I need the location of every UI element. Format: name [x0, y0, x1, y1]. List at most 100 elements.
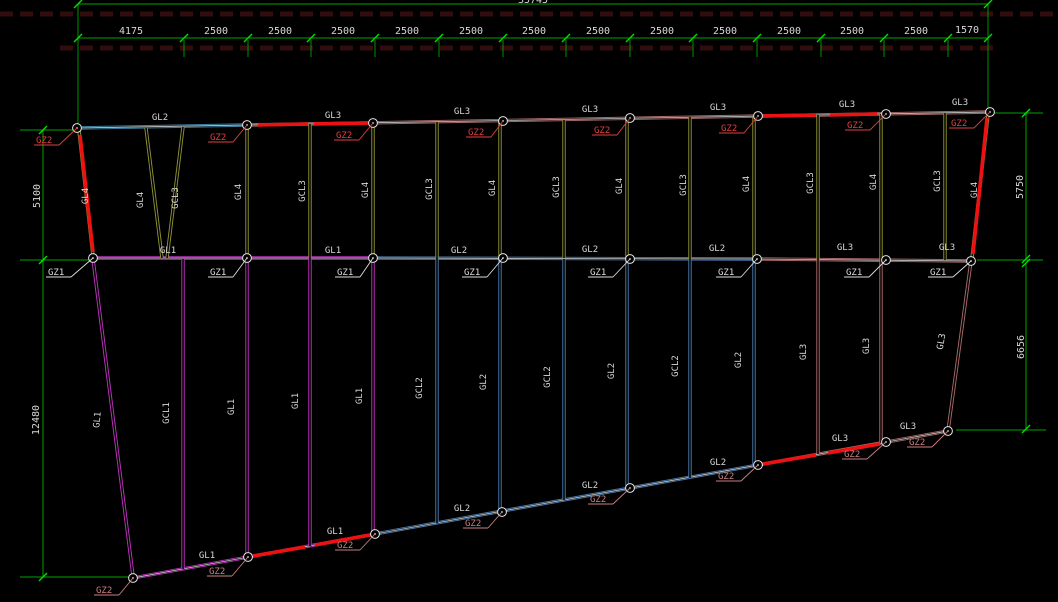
dim-tick	[38, 572, 48, 582]
dim-tick	[306, 33, 316, 43]
member-label-gcl3: GCL3	[171, 187, 181, 209]
dim-tick	[73, 33, 83, 43]
member-label-gl2: GL2	[582, 245, 598, 255]
node-label-gz2: GZ2	[96, 586, 112, 596]
dimension-text: 4175	[119, 26, 143, 37]
dim-tick	[498, 33, 508, 43]
node-label-gz1: GZ1	[464, 268, 480, 278]
member-label-gl1: GL1	[92, 411, 103, 428]
dim-tick	[38, 255, 48, 265]
member-label-gl2: GL2	[152, 113, 168, 123]
member-label-gl4: GL4	[234, 184, 244, 200]
member-label-gl4: GL4	[136, 192, 146, 208]
member-label-gl4: GL4	[970, 182, 980, 198]
member-label-gl4: GL4	[615, 178, 625, 194]
dimension-text: 2500	[904, 26, 928, 37]
dimension-text: 5100	[32, 184, 43, 208]
member-label-gl2: GL2	[607, 363, 617, 379]
node-label-leader	[58, 127, 78, 146]
member-label-gl4: GL4	[81, 188, 91, 204]
dim-tick	[688, 33, 698, 43]
member-label-gl3: GL3	[936, 333, 949, 351]
node-label-gz1: GZ1	[48, 268, 64, 278]
dimension-text: 6656	[1016, 335, 1027, 359]
weld-mark	[762, 453, 817, 466]
member-label-gl1: GL1	[199, 551, 215, 561]
weld-mark	[827, 442, 881, 455]
weld-mark	[252, 545, 306, 558]
node-label-gz2: GZ2	[465, 519, 481, 529]
node-label-leader	[740, 258, 758, 278]
member-label-gl2: GL2	[710, 458, 726, 468]
node-label-leader	[952, 260, 972, 278]
node-label-gz1: GZ1	[210, 268, 226, 278]
node-label-leader	[359, 257, 374, 278]
dim-tick	[243, 33, 253, 43]
node-label-leader	[866, 441, 887, 460]
dimension-text: 2500	[713, 26, 737, 37]
node-label-gz1: GZ1	[930, 268, 946, 278]
dimension-text: 35745	[518, 0, 548, 6]
member-label-gl2: GL2	[582, 481, 598, 491]
node-label-leader	[70, 257, 94, 278]
node-label-gz2: GZ2	[36, 136, 52, 146]
node-label-gz1: GZ1	[846, 268, 862, 278]
member-label-gl3: GL3	[799, 344, 809, 360]
upper-slant-gcl3-gap	[166, 126, 184, 259]
member-label-gcl2: GCL2	[543, 366, 553, 388]
member-label-gl2: GL2	[709, 244, 725, 254]
node-label-gz2: GZ2	[468, 128, 484, 138]
weld-mark	[257, 122, 309, 127]
member-label-gl1: GL1	[160, 246, 176, 256]
dim-tick	[1021, 254, 1031, 264]
dim-tick	[943, 33, 953, 43]
member-label-gl3: GL3	[837, 243, 853, 253]
node-label-leader	[232, 257, 248, 278]
member-label-gl3: GL3	[839, 100, 855, 110]
member-label-gcl3: GCL3	[806, 172, 816, 194]
member-label-gcl3: GCL3	[298, 180, 308, 202]
member-label-gl2: GL2	[479, 374, 489, 390]
member-label-gcl3: GCL3	[552, 176, 562, 198]
weld-mark	[313, 121, 370, 126]
node-label-leader	[973, 111, 991, 129]
node-label-leader	[931, 430, 949, 448]
member-label-gcl1: GCL1	[162, 402, 172, 424]
dim-tick	[1021, 424, 1031, 434]
member-label-gl4: GL4	[869, 174, 879, 190]
node-label-gz2: GZ2	[209, 567, 225, 577]
upper-slant-gl4-gap	[145, 127, 163, 259]
node-label-leader	[743, 115, 759, 134]
node-label-gz2: GZ2	[844, 450, 860, 460]
dim-tick	[625, 33, 635, 43]
node-label-gz1: GZ1	[718, 268, 734, 278]
node-label-leader	[490, 120, 504, 138]
node-label-leader	[612, 487, 631, 505]
node-label-gz2: GZ2	[718, 472, 734, 482]
dimension-text: 2500	[331, 26, 355, 37]
node-label-leader	[868, 259, 887, 278]
dim-tick	[1021, 258, 1031, 268]
member-label-gl4: GL4	[488, 180, 498, 196]
dimension-text: 1570	[955, 25, 979, 36]
weld-mark	[829, 112, 878, 117]
node-label-leader	[231, 556, 249, 577]
member-label-gl3: GL3	[710, 103, 726, 113]
dim-tick	[752, 33, 762, 43]
dimension-text: 2500	[586, 26, 610, 37]
member-label-gl1: GL1	[291, 393, 301, 409]
node-label-gz2: GZ2	[594, 126, 610, 136]
dim-tick	[983, 33, 993, 43]
dim-tick	[434, 33, 444, 43]
member-label-gl1: GL1	[227, 399, 237, 415]
weld-mark	[971, 117, 989, 255]
node-label-gz2: GZ2	[337, 541, 353, 551]
node-label-leader	[358, 122, 374, 141]
dimension-text: 2500	[459, 26, 483, 37]
member-label-gl4: GL4	[361, 182, 371, 198]
member-label-gl3: GL3	[900, 422, 916, 432]
dimension-text: 2500	[650, 26, 674, 37]
member-label-gl2: GL2	[451, 246, 467, 256]
node-label-leader	[616, 117, 631, 136]
